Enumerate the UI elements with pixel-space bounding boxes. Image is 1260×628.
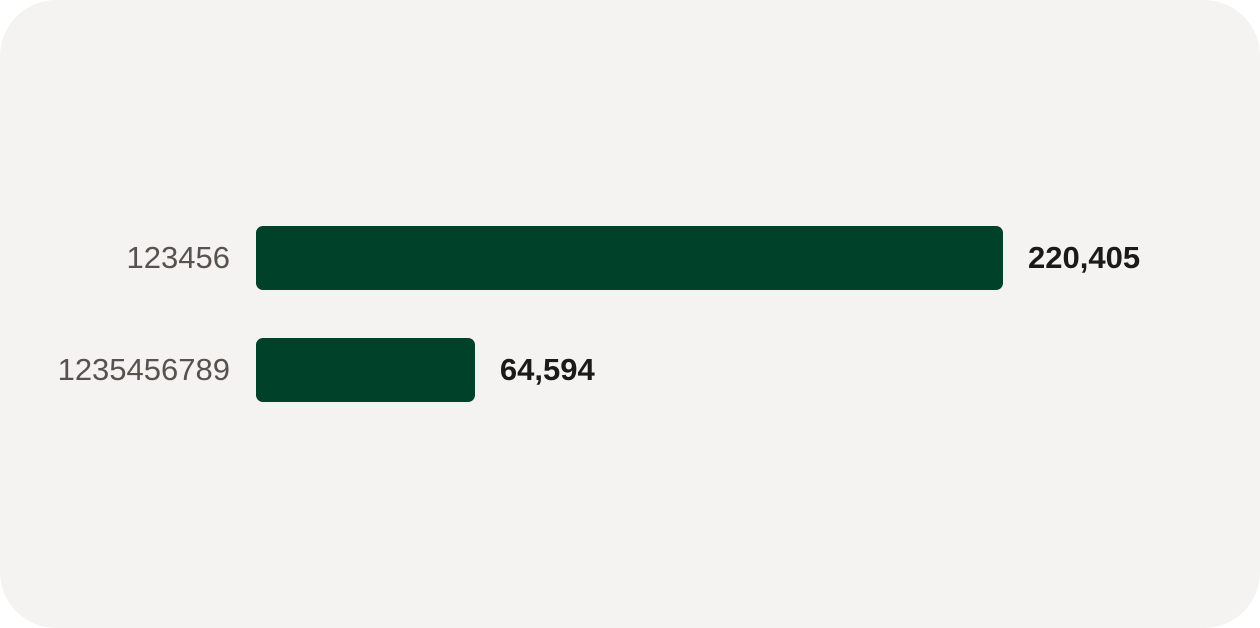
bar [256,226,1003,290]
value-label: 220,405 [1028,240,1141,275]
value-label: 64,594 [499,352,595,387]
category-label: 1235456789 [57,352,230,387]
category-label: 123456 [126,240,230,275]
bar [256,338,475,402]
